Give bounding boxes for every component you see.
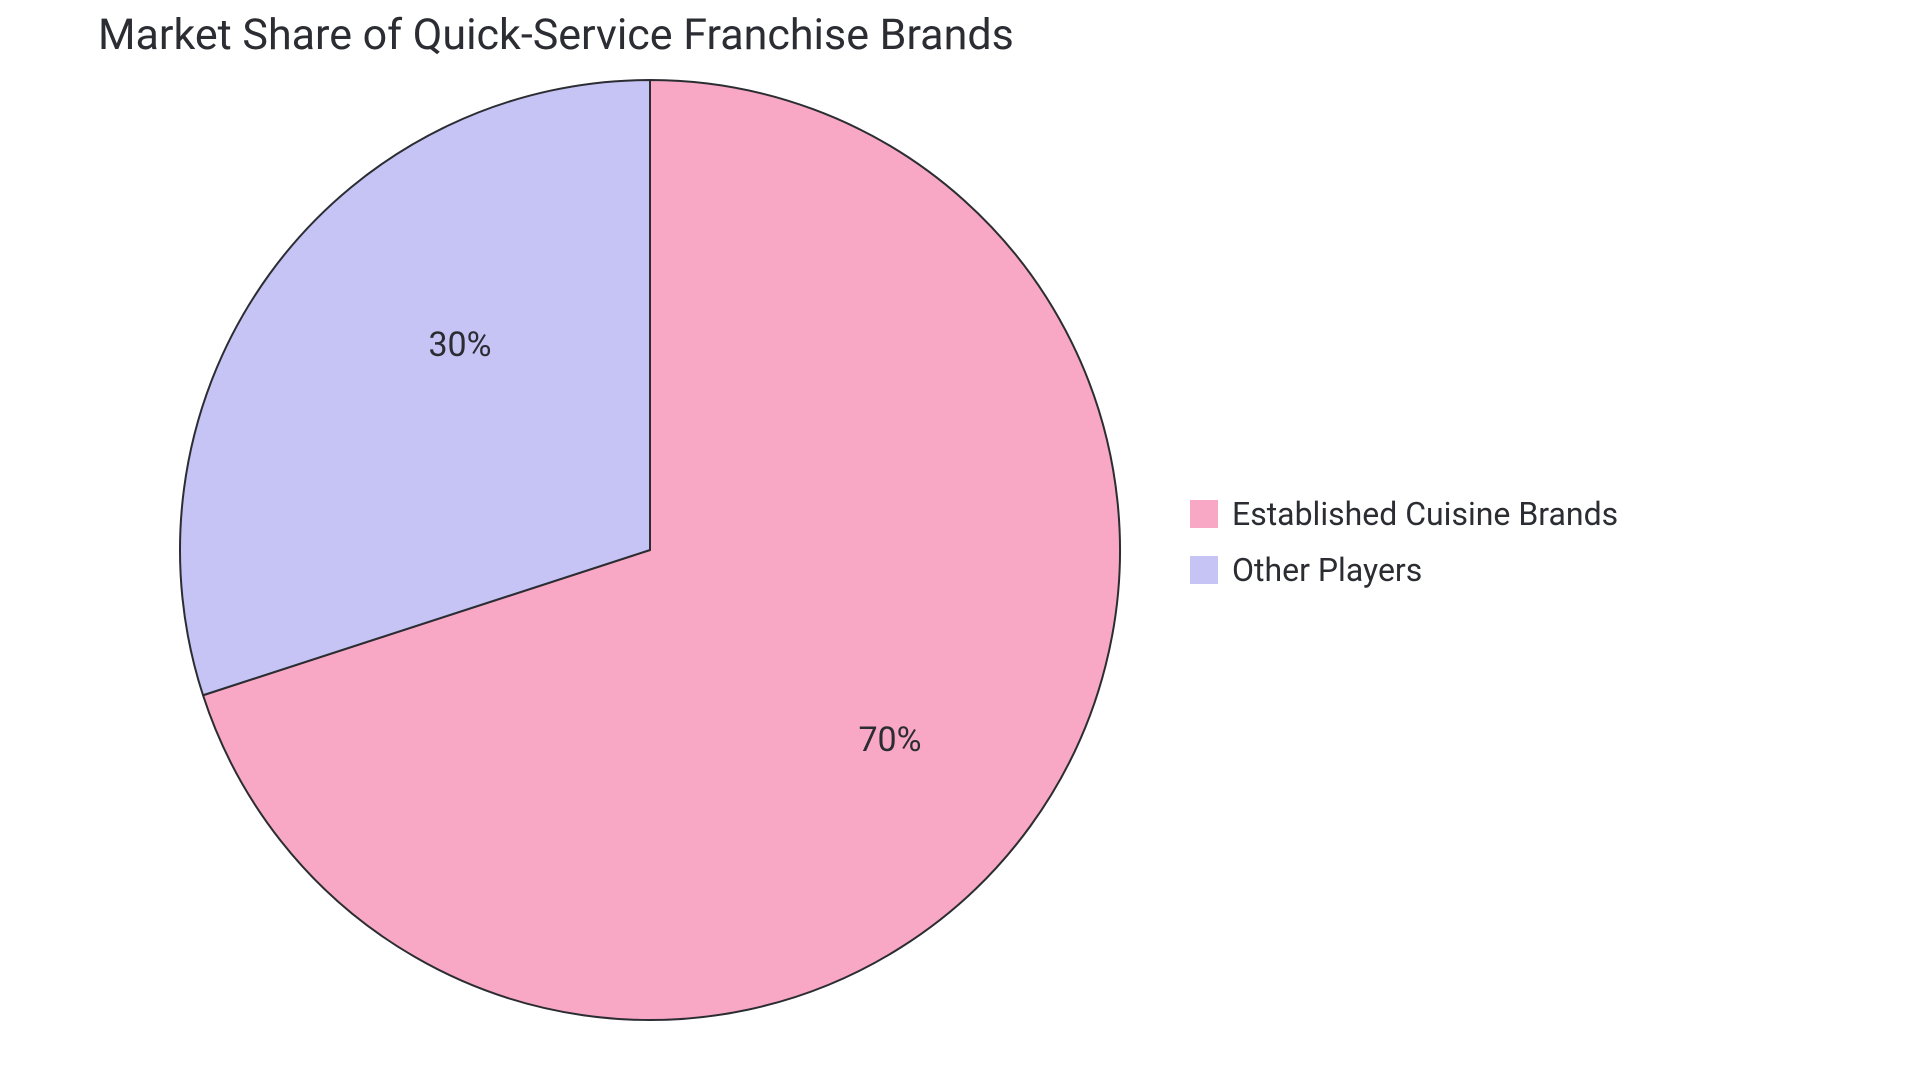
- chart-container: Market Share of Quick-Service Franchise …: [0, 0, 1920, 1080]
- pie-chart: [0, 0, 1920, 1080]
- slice-label: 30%: [428, 325, 491, 365]
- pie-svg: [0, 0, 1920, 1080]
- legend-swatch: [1190, 500, 1218, 528]
- legend: Established Cuisine Brands Other Players: [1190, 495, 1618, 589]
- legend-label: Other Players: [1232, 551, 1422, 589]
- slice-label: 70%: [858, 720, 921, 760]
- legend-item: Established Cuisine Brands: [1190, 495, 1618, 533]
- legend-item: Other Players: [1190, 551, 1618, 589]
- legend-label: Established Cuisine Brands: [1232, 495, 1618, 533]
- legend-swatch: [1190, 556, 1218, 584]
